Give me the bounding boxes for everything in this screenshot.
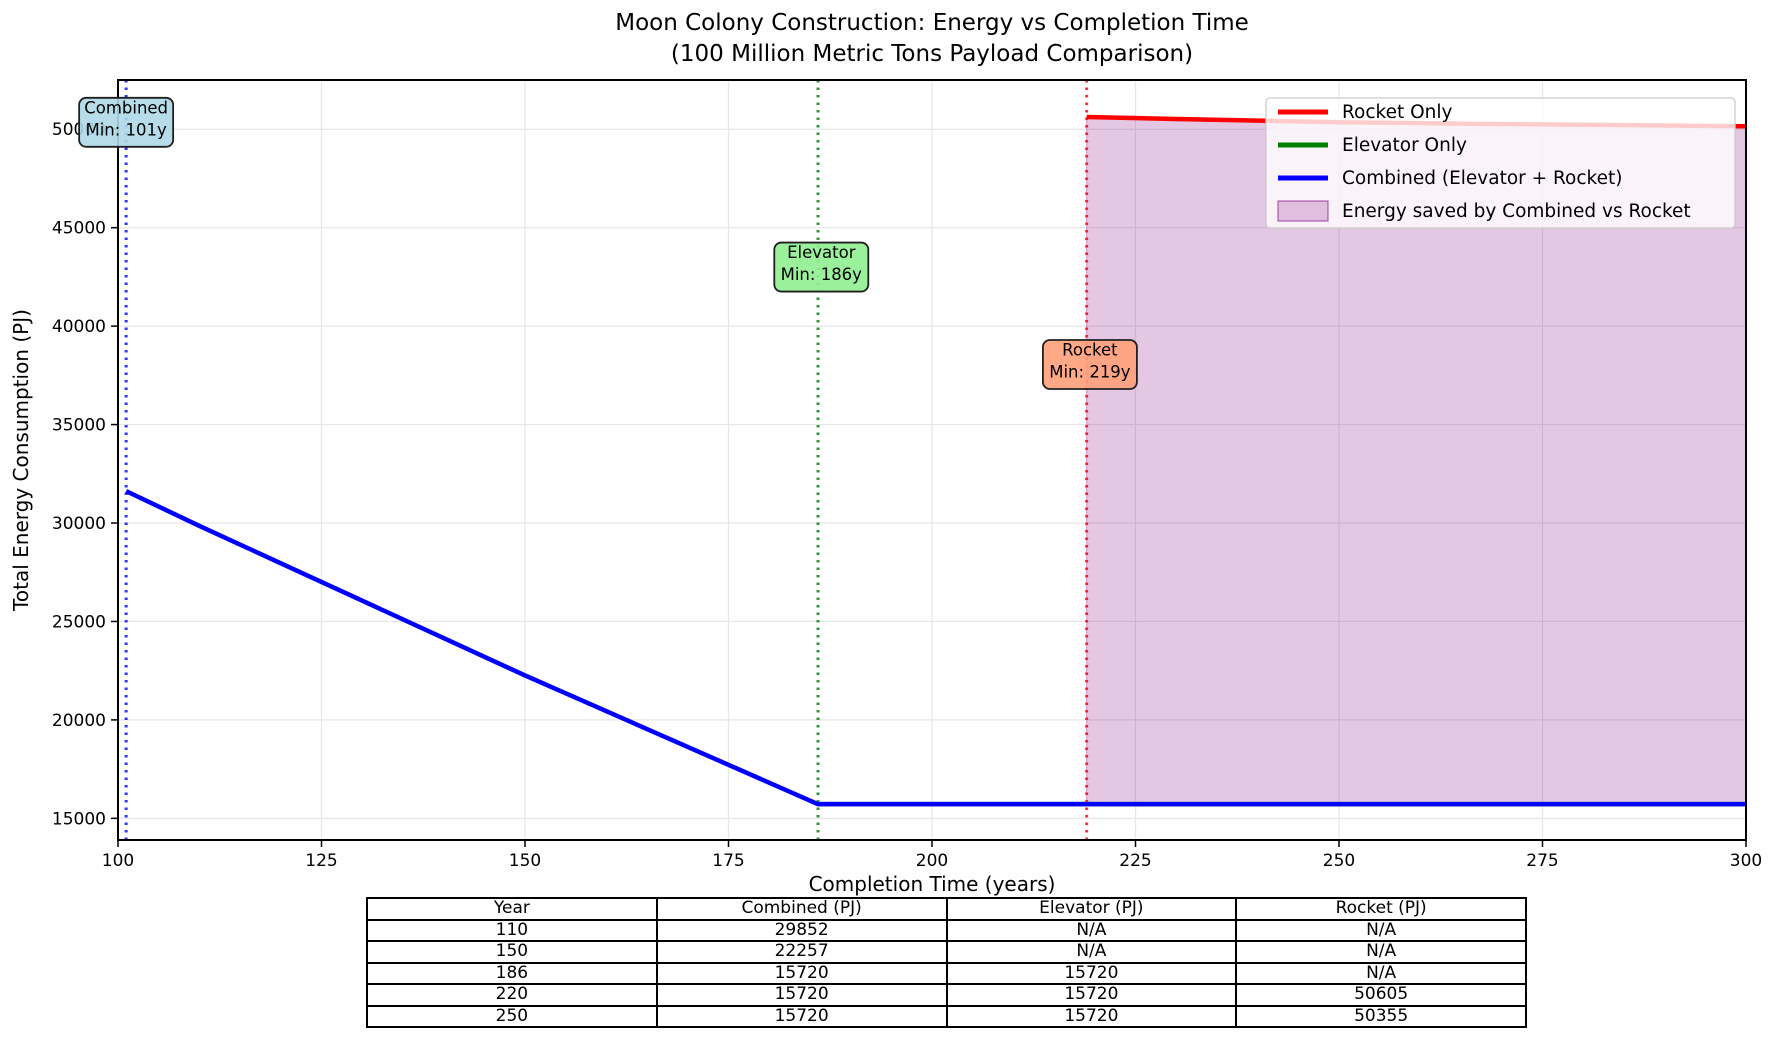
x-tick-label: 225 bbox=[1119, 851, 1151, 871]
y-tick-label: 35000 bbox=[52, 416, 106, 436]
annotation-label: Combined bbox=[84, 98, 168, 117]
table-cell: 15720 bbox=[945, 1004, 1238, 1028]
chart-title-line2: (100 Million Metric Tons Payload Compari… bbox=[670, 41, 1194, 67]
table-cell: 15720 bbox=[655, 961, 948, 985]
table-cell: N/A bbox=[945, 918, 1238, 942]
y-tick-label: 30000 bbox=[52, 514, 106, 534]
annotation-elevator: Elevator Min: 186y bbox=[773, 241, 870, 293]
table-cell: 29852 bbox=[655, 918, 948, 942]
annotation-value: Min: 101y bbox=[85, 120, 167, 139]
annotation-value: Min: 219y bbox=[1049, 363, 1131, 382]
x-tick-label: 250 bbox=[1323, 851, 1355, 871]
y-tick-label: 15000 bbox=[52, 809, 106, 829]
legend-label: Energy saved by Combined vs Rocket bbox=[1342, 201, 1691, 222]
axis-ticks: 100 125 150 175 200 225 250 275 300 15000 20000 250… bbox=[52, 120, 1762, 871]
legend: Rocket Only Elevator Only Combined (Elevat… bbox=[1265, 97, 1736, 229]
table-row: 250 15720 15720 50355 bbox=[366, 1004, 1527, 1028]
table-cell: 15720 bbox=[945, 983, 1238, 1007]
legend-label: Elevator Only bbox=[1342, 135, 1467, 156]
table-header-cell: Rocket (PJ) bbox=[1235, 897, 1527, 921]
table-row: 186 15720 15720 N/A bbox=[366, 961, 1527, 985]
legend-label: Rocket Only bbox=[1342, 102, 1453, 123]
annotation-label: Rocket bbox=[1062, 341, 1118, 360]
x-tick-label: 200 bbox=[916, 851, 948, 871]
data-table-header: Year Combined (PJ) Elevator (PJ) Rocket (PJ… bbox=[366, 897, 1527, 921]
table-cell: 50605 bbox=[1235, 983, 1527, 1007]
table-cell: N/A bbox=[1235, 940, 1527, 964]
table-cell: 15720 bbox=[655, 983, 948, 1007]
chart-title: Moon Colony Construction: Energy vs Comp… bbox=[118, 8, 1746, 70]
table-cell: 250 bbox=[366, 1004, 658, 1028]
table-cell: 15720 bbox=[945, 961, 1238, 985]
series-line-combined-elevator-rocket bbox=[125, 489, 1746, 807]
table-cell: 50355 bbox=[1235, 1004, 1527, 1028]
table-cell: N/A bbox=[945, 940, 1238, 964]
annotation-label: Elevator bbox=[787, 243, 856, 262]
x-tick-label: 300 bbox=[1730, 851, 1762, 871]
table-row: 220 15720 15720 50605 bbox=[366, 983, 1527, 1007]
legend-item-energy-saved-by-combined-vs-rocket: Energy saved by Combined vs Rocket bbox=[1277, 200, 1691, 222]
table-header-row: Year Combined (PJ) Elevator (PJ) Rocket (PJ… bbox=[366, 897, 1527, 921]
gridlines bbox=[117, 80, 1747, 840]
y-tick-label: 45000 bbox=[52, 219, 106, 239]
y-tick-label: 40000 bbox=[52, 317, 106, 337]
table-row: 110 29852 N/A N/A bbox=[366, 918, 1527, 942]
table-cell: 22257 bbox=[655, 940, 948, 964]
x-tick-label: 100 bbox=[102, 851, 134, 871]
x-tick-label: 175 bbox=[712, 851, 744, 871]
table-cell: 186 bbox=[366, 961, 658, 985]
y-tick-label: 20000 bbox=[52, 711, 106, 731]
data-table-body: 110 29852 N/A N/A 150 22257 N/A N/A 186 15720 1572… bbox=[366, 918, 1527, 1028]
x-tick-label: 150 bbox=[509, 851, 541, 871]
table-header-cell: Elevator (PJ) bbox=[945, 897, 1238, 921]
table-cell: 220 bbox=[366, 983, 658, 1007]
chart-title-line1: Moon Colony Construction: Energy vs Comp… bbox=[615, 10, 1249, 36]
table-row: 150 22257 N/A N/A bbox=[366, 940, 1527, 964]
legend-item-combined-elevator-rocket: Combined (Elevator + Rocket) bbox=[1278, 168, 1622, 189]
x-tick-label: 125 bbox=[305, 851, 337, 871]
annotation-combined: Combined Min: 101y bbox=[78, 96, 175, 148]
x-tick-label: 275 bbox=[1526, 851, 1558, 871]
table-header-cell: Year bbox=[366, 897, 658, 921]
legend-item-rocket-only: Rocket Only bbox=[1278, 102, 1453, 123]
y-tick-label: 25000 bbox=[52, 612, 106, 632]
table-cell: N/A bbox=[1235, 918, 1527, 942]
table-header-cell: Combined (PJ) bbox=[655, 897, 948, 921]
table-cell: N/A bbox=[1235, 961, 1527, 985]
annotation-value: Min: 186y bbox=[781, 265, 863, 284]
legend-label: Combined (Elevator + Rocket) bbox=[1342, 168, 1622, 189]
table-cell: 150 bbox=[366, 940, 658, 964]
data-table: Year Combined (PJ) Elevator (PJ) Rocket (PJ… bbox=[366, 897, 1527, 1028]
legend-item-elevator-only: Elevator Only bbox=[1278, 135, 1467, 156]
table-cell: 15720 bbox=[655, 1004, 948, 1028]
annotation-rocket: Rocket Min: 219y bbox=[1042, 339, 1138, 390]
table-cell: 110 bbox=[366, 918, 658, 942]
